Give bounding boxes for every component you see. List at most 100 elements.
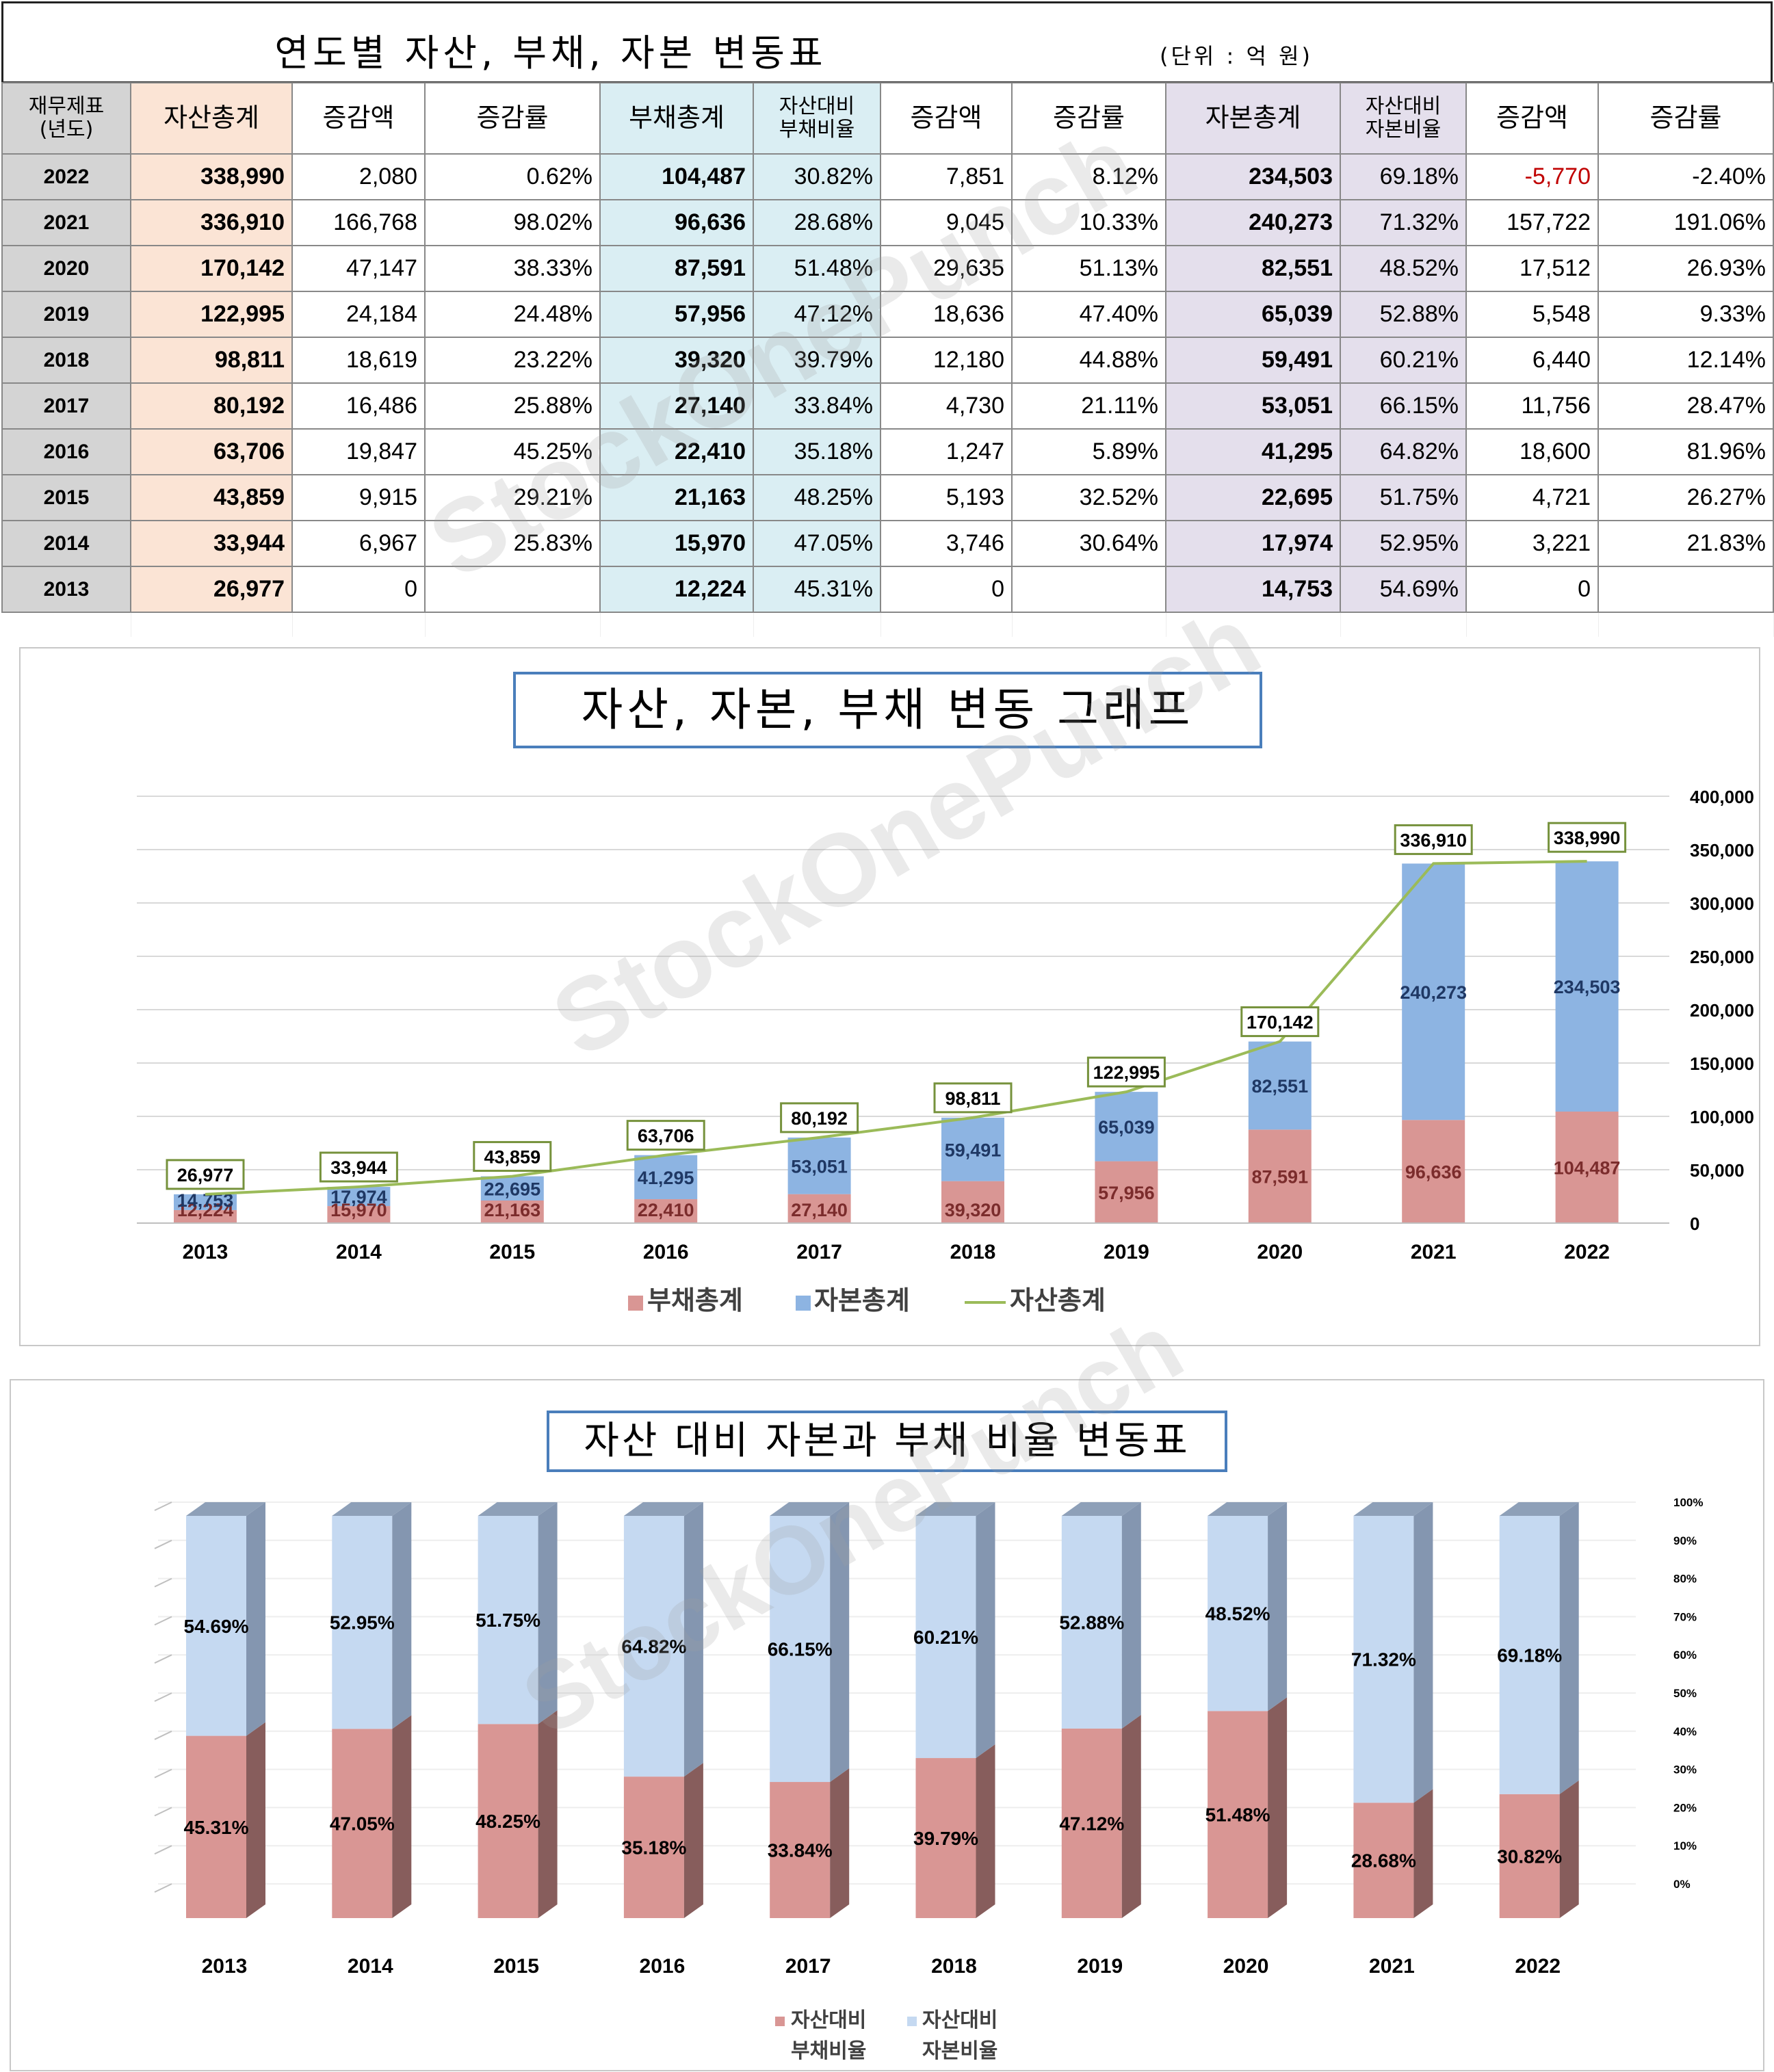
bar-equity-front <box>915 1516 976 1759</box>
table-cell: 11,756 <box>1465 382 1599 430</box>
bar-equity <box>174 1194 237 1210</box>
bar-equity-front <box>1499 1516 1560 1794</box>
table-cell: 27,140 <box>599 382 754 430</box>
data-label-box-assets <box>780 1102 859 1133</box>
table-cell: 157,722 <box>1465 199 1599 246</box>
table-cell: 22,410 <box>599 428 754 475</box>
axis-tick <box>154 1730 172 1740</box>
table-cell: 240,273 <box>1165 199 1341 246</box>
table-cell: 338,990 <box>130 153 293 200</box>
data-label-debt-ratio: 33.84% <box>768 1840 833 1861</box>
bar-debt <box>1248 1129 1312 1223</box>
bar-top <box>770 1502 850 1516</box>
data-label-debt: 22,410 <box>638 1200 694 1220</box>
data-label-box-assets <box>1394 824 1473 855</box>
table-cell: 33.84% <box>753 382 881 430</box>
table-row: 2016 63,706 19,847 45.25% 22,410 35.18% 1,247 5… <box>1 428 1774 475</box>
data-label-assets: 122,995 <box>1093 1062 1160 1083</box>
legend-label-debt-line2: 부채비율 <box>791 2040 866 2062</box>
legend-label-equity: 자본총계 <box>814 1287 910 1315</box>
table-cell: 6,440 <box>1465 337 1599 384</box>
bar-debt-front <box>332 1729 393 1918</box>
table-title-box: 연도별 자산, 부채, 자본 변동표 (단위 : 억 원) <box>1 1 1773 83</box>
x-tick-label: 2018 <box>931 1955 977 1978</box>
column-header: 자산대비 부채비율 <box>753 82 881 155</box>
x-tick-label: 2016 <box>640 1955 686 1978</box>
y-tick-label: 300,000 <box>1690 893 1754 914</box>
data-label-equity: 65,039 <box>1098 1117 1155 1138</box>
data-label-equity-ratio: 48.52% <box>1205 1603 1270 1625</box>
table-cell: 21,163 <box>599 474 754 521</box>
x-tick-label: 2019 <box>1104 1241 1149 1263</box>
bar-equity-front <box>1208 1516 1268 1712</box>
y-tick-label: 60% <box>1673 1649 1697 1662</box>
table-cell: 87,591 <box>599 245 754 292</box>
bar-top <box>623 1502 703 1516</box>
table-row: 2021 336,910 166,768 98.02% 96,636 28.68% 9,04… <box>1 199 1774 246</box>
bar-debt-front <box>1353 1802 1414 1918</box>
data-label-box-assets <box>166 1159 245 1190</box>
table-cell: 18,636 <box>880 291 1013 338</box>
table-cell: 12,180 <box>880 337 1013 384</box>
table-cell: 29,635 <box>880 245 1013 292</box>
x-tick-label: 2014 <box>348 1955 393 1978</box>
table-row: 2014 33,944 6,967 25.83% 15,970 47.05% 3,746 30… <box>1 520 1774 567</box>
axis-tick <box>154 1692 172 1702</box>
table-cell: 71.32% <box>1340 199 1467 246</box>
bar-top <box>1061 1502 1141 1516</box>
legend-label-equity-line1: 자산대비 <box>922 2009 997 2032</box>
table-cell: 336,910 <box>130 199 293 246</box>
y-tick-label: 100% <box>1673 1496 1703 1509</box>
x-tick-label: 2022 <box>1564 1241 1610 1263</box>
table-cell: 82,551 <box>1165 245 1341 292</box>
table-row: 2015 43,859 9,915 29.21% 21,163 48.25% 5,193 32… <box>1 474 1774 521</box>
axis-tick <box>154 1577 172 1588</box>
data-label-equity: 53,051 <box>791 1156 848 1177</box>
bar-equity-front <box>1061 1516 1122 1729</box>
bar-equity-side <box>246 1502 265 1736</box>
bar-equity <box>1555 861 1619 1112</box>
y-tick-label: 350,000 <box>1690 840 1754 861</box>
data-label-equity-ratio: 52.95% <box>330 1612 395 1634</box>
bar-equity <box>1095 1092 1158 1162</box>
data-label-assets: 170,142 <box>1247 1012 1314 1033</box>
axis-tick <box>154 1883 172 1893</box>
axis-tick <box>154 1539 172 1549</box>
column-header: 증감률 <box>1597 82 1774 155</box>
bar-debt-front <box>1061 1728 1122 1918</box>
table-cell: 18,600 <box>1465 428 1599 475</box>
bar-debt-side <box>246 1722 265 1918</box>
data-label-debt: 12,224 <box>177 1200 234 1220</box>
table-cell: 54.69% <box>1340 566 1467 613</box>
axis-tick <box>154 1501 172 1511</box>
table-cell: 15,970 <box>599 520 754 567</box>
data-label-equity: 240,273 <box>1400 982 1467 1003</box>
year-cell: 2018 <box>1 337 131 384</box>
data-label-equity-ratio: 52.88% <box>1059 1612 1124 1633</box>
bar-equity-front <box>770 1516 831 1783</box>
spacer-cell <box>1012 612 1166 637</box>
y-tick-label: 90% <box>1673 1534 1697 1547</box>
data-label-box-assets <box>933 1082 1013 1114</box>
year-cell: 2019 <box>1 291 131 338</box>
axis-tick <box>154 1807 172 1817</box>
table-cell: 28.68% <box>753 199 881 246</box>
data-label-box-assets <box>473 1141 552 1172</box>
data-label-debt: 87,591 <box>1252 1167 1309 1188</box>
spacer-cell <box>425 612 601 637</box>
bar-equity <box>634 1155 698 1200</box>
table-body: 2022 338,990 2,080 0.62% 104,487 30.82% 7,851 8… <box>1 153 1774 637</box>
column-header: 증감률 <box>424 82 601 155</box>
table-cell: 26,977 <box>130 566 293 613</box>
table-cell: 30.64% <box>1011 520 1166 567</box>
year-cell: 2016 <box>1 428 131 475</box>
table-cell: 25.88% <box>424 382 601 430</box>
legend-label-debt-line1: 자산대비 <box>791 2009 866 2032</box>
bar-equity-front <box>1353 1516 1414 1803</box>
table-cell: 19,847 <box>291 428 426 475</box>
table-header-row: 재무제표 (년도) 자산총계 증감액 증감률 부채총계 자산대비 부채비율 증감액 증감률 자본… <box>1 82 1774 155</box>
spacer-cell <box>753 612 881 637</box>
spacer-cell <box>131 612 293 637</box>
data-label-equity: 59,491 <box>945 1140 1002 1160</box>
